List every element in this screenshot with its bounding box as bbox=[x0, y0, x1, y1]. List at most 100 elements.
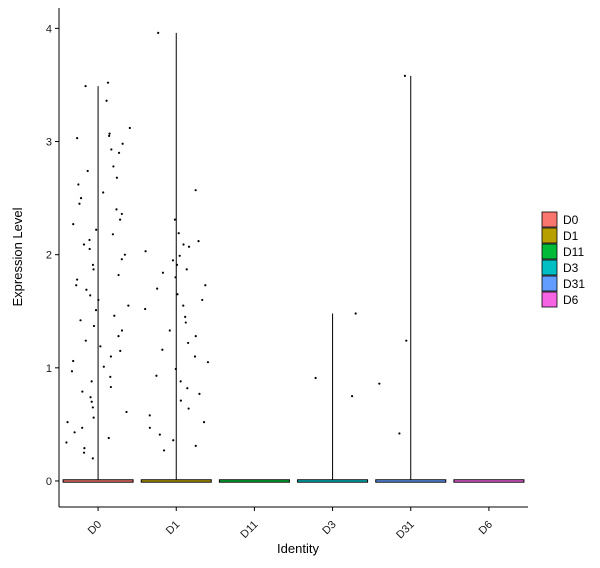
data-point bbox=[113, 314, 116, 317]
data-point bbox=[72, 359, 75, 363]
data-point bbox=[95, 228, 98, 231]
data-point bbox=[79, 319, 82, 322]
data-point bbox=[90, 380, 93, 383]
violin-base-d31 bbox=[375, 479, 447, 483]
data-point bbox=[82, 451, 86, 454]
data-point bbox=[88, 247, 91, 251]
data-point bbox=[198, 392, 201, 395]
data-point bbox=[92, 416, 95, 419]
data-point bbox=[194, 189, 197, 192]
data-point bbox=[107, 436, 110, 440]
data-point bbox=[83, 447, 86, 450]
data-point bbox=[109, 355, 112, 358]
data-point bbox=[144, 250, 147, 253]
data-point bbox=[92, 324, 96, 328]
data-point bbox=[201, 298, 204, 302]
data-point bbox=[202, 421, 206, 424]
data-point bbox=[354, 312, 357, 315]
data-point bbox=[194, 444, 197, 447]
data-point bbox=[350, 395, 354, 398]
data-point bbox=[162, 449, 166, 452]
data-point bbox=[194, 335, 197, 338]
data-point bbox=[65, 441, 68, 444]
data-point bbox=[84, 339, 87, 342]
x-axis bbox=[59, 506, 528, 511]
data-point bbox=[76, 278, 79, 281]
legend-key-d0 bbox=[541, 211, 558, 228]
tick-labels: 0 1 2 3 4 D0 D1 D11 D3 D31 D6 bbox=[46, 23, 495, 541]
data-point bbox=[81, 426, 84, 429]
data-point bbox=[155, 374, 158, 377]
data-point bbox=[78, 202, 81, 205]
data-point bbox=[99, 345, 102, 348]
data-point bbox=[81, 390, 84, 393]
data-point bbox=[110, 148, 113, 151]
data-point bbox=[128, 126, 131, 130]
data-point bbox=[73, 431, 76, 434]
legend-key-d3 bbox=[541, 259, 558, 276]
data-point bbox=[66, 421, 69, 424]
data-point bbox=[90, 400, 93, 403]
x-tick-label-d31: D31 bbox=[394, 519, 417, 542]
data-point bbox=[91, 406, 94, 409]
data-point bbox=[102, 191, 105, 194]
data-point bbox=[176, 293, 179, 296]
x-tick-label-d3: D3 bbox=[320, 519, 338, 537]
data-point bbox=[86, 169, 89, 173]
data-point bbox=[79, 196, 83, 200]
data-point bbox=[144, 307, 147, 311]
data-point bbox=[161, 271, 165, 274]
data-point bbox=[85, 288, 88, 291]
data-point bbox=[89, 294, 92, 297]
data-point bbox=[378, 382, 381, 385]
data-point bbox=[161, 348, 164, 351]
violin-base-d3 bbox=[297, 479, 369, 483]
legend-label-d31: D31 bbox=[563, 277, 585, 291]
x-tick-label-d1: D1 bbox=[164, 519, 182, 537]
data-point bbox=[148, 414, 151, 417]
data-point bbox=[168, 329, 171, 332]
data-point bbox=[121, 142, 124, 145]
data-point bbox=[172, 439, 175, 442]
data-point bbox=[120, 212, 123, 216]
data-point bbox=[314, 376, 317, 380]
data-point bbox=[109, 375, 112, 378]
data-point bbox=[175, 263, 179, 266]
data-point bbox=[94, 309, 98, 312]
data-point bbox=[76, 137, 79, 140]
data-point bbox=[120, 258, 123, 261]
data-point bbox=[75, 284, 78, 287]
data-point bbox=[106, 81, 110, 84]
data-point bbox=[117, 335, 120, 338]
data-point bbox=[185, 268, 188, 271]
data-point bbox=[173, 218, 177, 221]
data-point bbox=[179, 399, 182, 402]
data-point bbox=[91, 457, 94, 460]
data-point bbox=[72, 223, 75, 226]
legend-label-d6: D6 bbox=[563, 293, 579, 307]
data-point bbox=[184, 321, 187, 324]
y-tick-label: 2 bbox=[46, 250, 52, 262]
data-point bbox=[84, 84, 87, 88]
data-point bbox=[89, 396, 92, 399]
violin-base-d6 bbox=[453, 479, 525, 483]
legend-label-d11: D11 bbox=[563, 245, 584, 259]
data-point bbox=[120, 329, 124, 332]
data-point bbox=[92, 268, 95, 271]
data-point bbox=[171, 259, 175, 262]
data-point bbox=[117, 151, 121, 154]
violin-base-d11 bbox=[218, 479, 290, 483]
legend-label-d3: D3 bbox=[563, 261, 579, 275]
data-point bbox=[184, 315, 187, 319]
data-point bbox=[127, 304, 130, 307]
y-tick-label: 0 bbox=[46, 476, 52, 488]
data-point bbox=[77, 183, 80, 186]
data-point bbox=[398, 432, 401, 435]
data-point bbox=[115, 208, 118, 211]
data-point bbox=[105, 99, 108, 102]
data-point bbox=[91, 263, 95, 266]
x-tick-label-d11: D11 bbox=[238, 519, 260, 541]
data-point bbox=[156, 287, 159, 290]
data-point bbox=[70, 370, 74, 373]
